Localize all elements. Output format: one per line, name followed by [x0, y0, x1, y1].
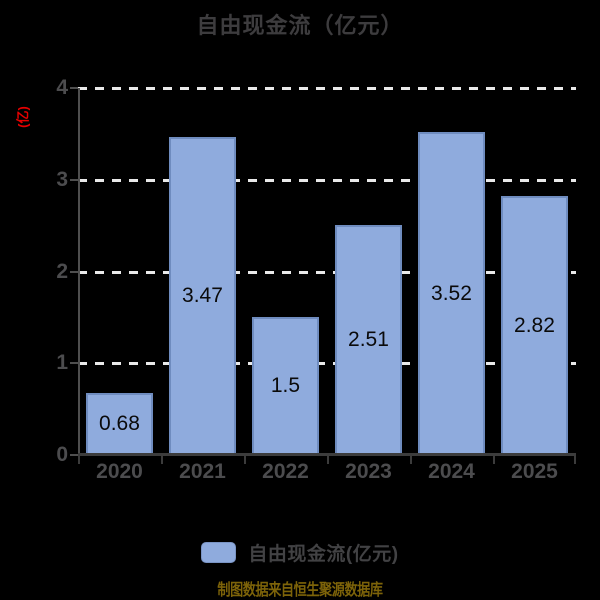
x-tick-mark-1	[161, 456, 163, 464]
y-tick-label-2: 2	[56, 259, 68, 283]
x-tick-mark-5	[493, 456, 495, 464]
gridline-1	[78, 362, 576, 366]
x-tick-mark-3	[327, 456, 329, 464]
bar-value-label-2021: 3.47	[182, 283, 223, 307]
y-axis-line	[78, 88, 80, 455]
y-axis-label-text: (亿)	[15, 106, 31, 128]
x-tick-mark-2	[244, 456, 246, 464]
gridline-3	[78, 178, 576, 182]
y-tick-mark-3	[70, 178, 78, 181]
gridline-2	[78, 270, 576, 274]
bar-value-label-2020: 0.68	[99, 411, 140, 435]
plot-area: 0 1 2 3 4 0.68 2020 3.47 2021 1.5 2022 2.51 2023 3.52…	[56, 77, 576, 483]
x-tick-mark-0	[78, 456, 80, 464]
y-tick-mark-1	[70, 362, 78, 365]
legend-label: 自由现金流(亿元)	[248, 544, 399, 565]
bar-value-label-2025: 2.82	[514, 313, 555, 337]
bar-2025[interactable]: 2.82	[501, 196, 568, 455]
bar-2024[interactable]: 3.52	[418, 132, 485, 455]
bar-2021[interactable]: 3.47	[169, 136, 236, 455]
bar-value-label-2024: 3.52	[431, 281, 472, 305]
x-tick-mark-6	[574, 456, 576, 464]
y-tick-label-0: 0	[56, 443, 68, 466]
x-tick-label-2023: 2023	[345, 460, 392, 483]
x-axis-line	[78, 453, 576, 456]
x-tick-mark-4	[410, 456, 412, 464]
y-tick-label-4: 4	[56, 76, 68, 99]
bar-2023[interactable]: 2.51	[335, 224, 402, 455]
x-tick-label-2020: 2020	[96, 460, 143, 483]
x-tick-label-2022: 2022	[262, 460, 309, 483]
bar-value-label-2022: 1.5	[270, 374, 301, 398]
y-tick-mark-0	[70, 454, 78, 456]
gridline-4	[78, 87, 576, 90]
chart-title: 自由现金流（亿元）	[196, 13, 404, 38]
legend-swatch	[201, 542, 237, 563]
y-tick-label-1: 1	[56, 351, 68, 375]
bar-2022[interactable]: 1.5	[252, 317, 319, 455]
bar-value-label-2023: 2.51	[348, 327, 389, 351]
y-tick-mark-2	[70, 270, 78, 273]
legend[interactable]: 自由现金流(亿元)	[0, 539, 600, 566]
y-tick-label-3: 3	[56, 167, 68, 191]
bar-2020[interactable]: 0.68	[86, 392, 153, 455]
data-source-note: 制图数据来自恒生聚源数据库	[217, 582, 383, 599]
x-tick-label-2024: 2024	[428, 460, 475, 483]
y-tick-mark-4	[70, 87, 78, 89]
x-tick-label-2021: 2021	[179, 460, 226, 483]
x-tick-label-2025: 2025	[511, 460, 558, 483]
